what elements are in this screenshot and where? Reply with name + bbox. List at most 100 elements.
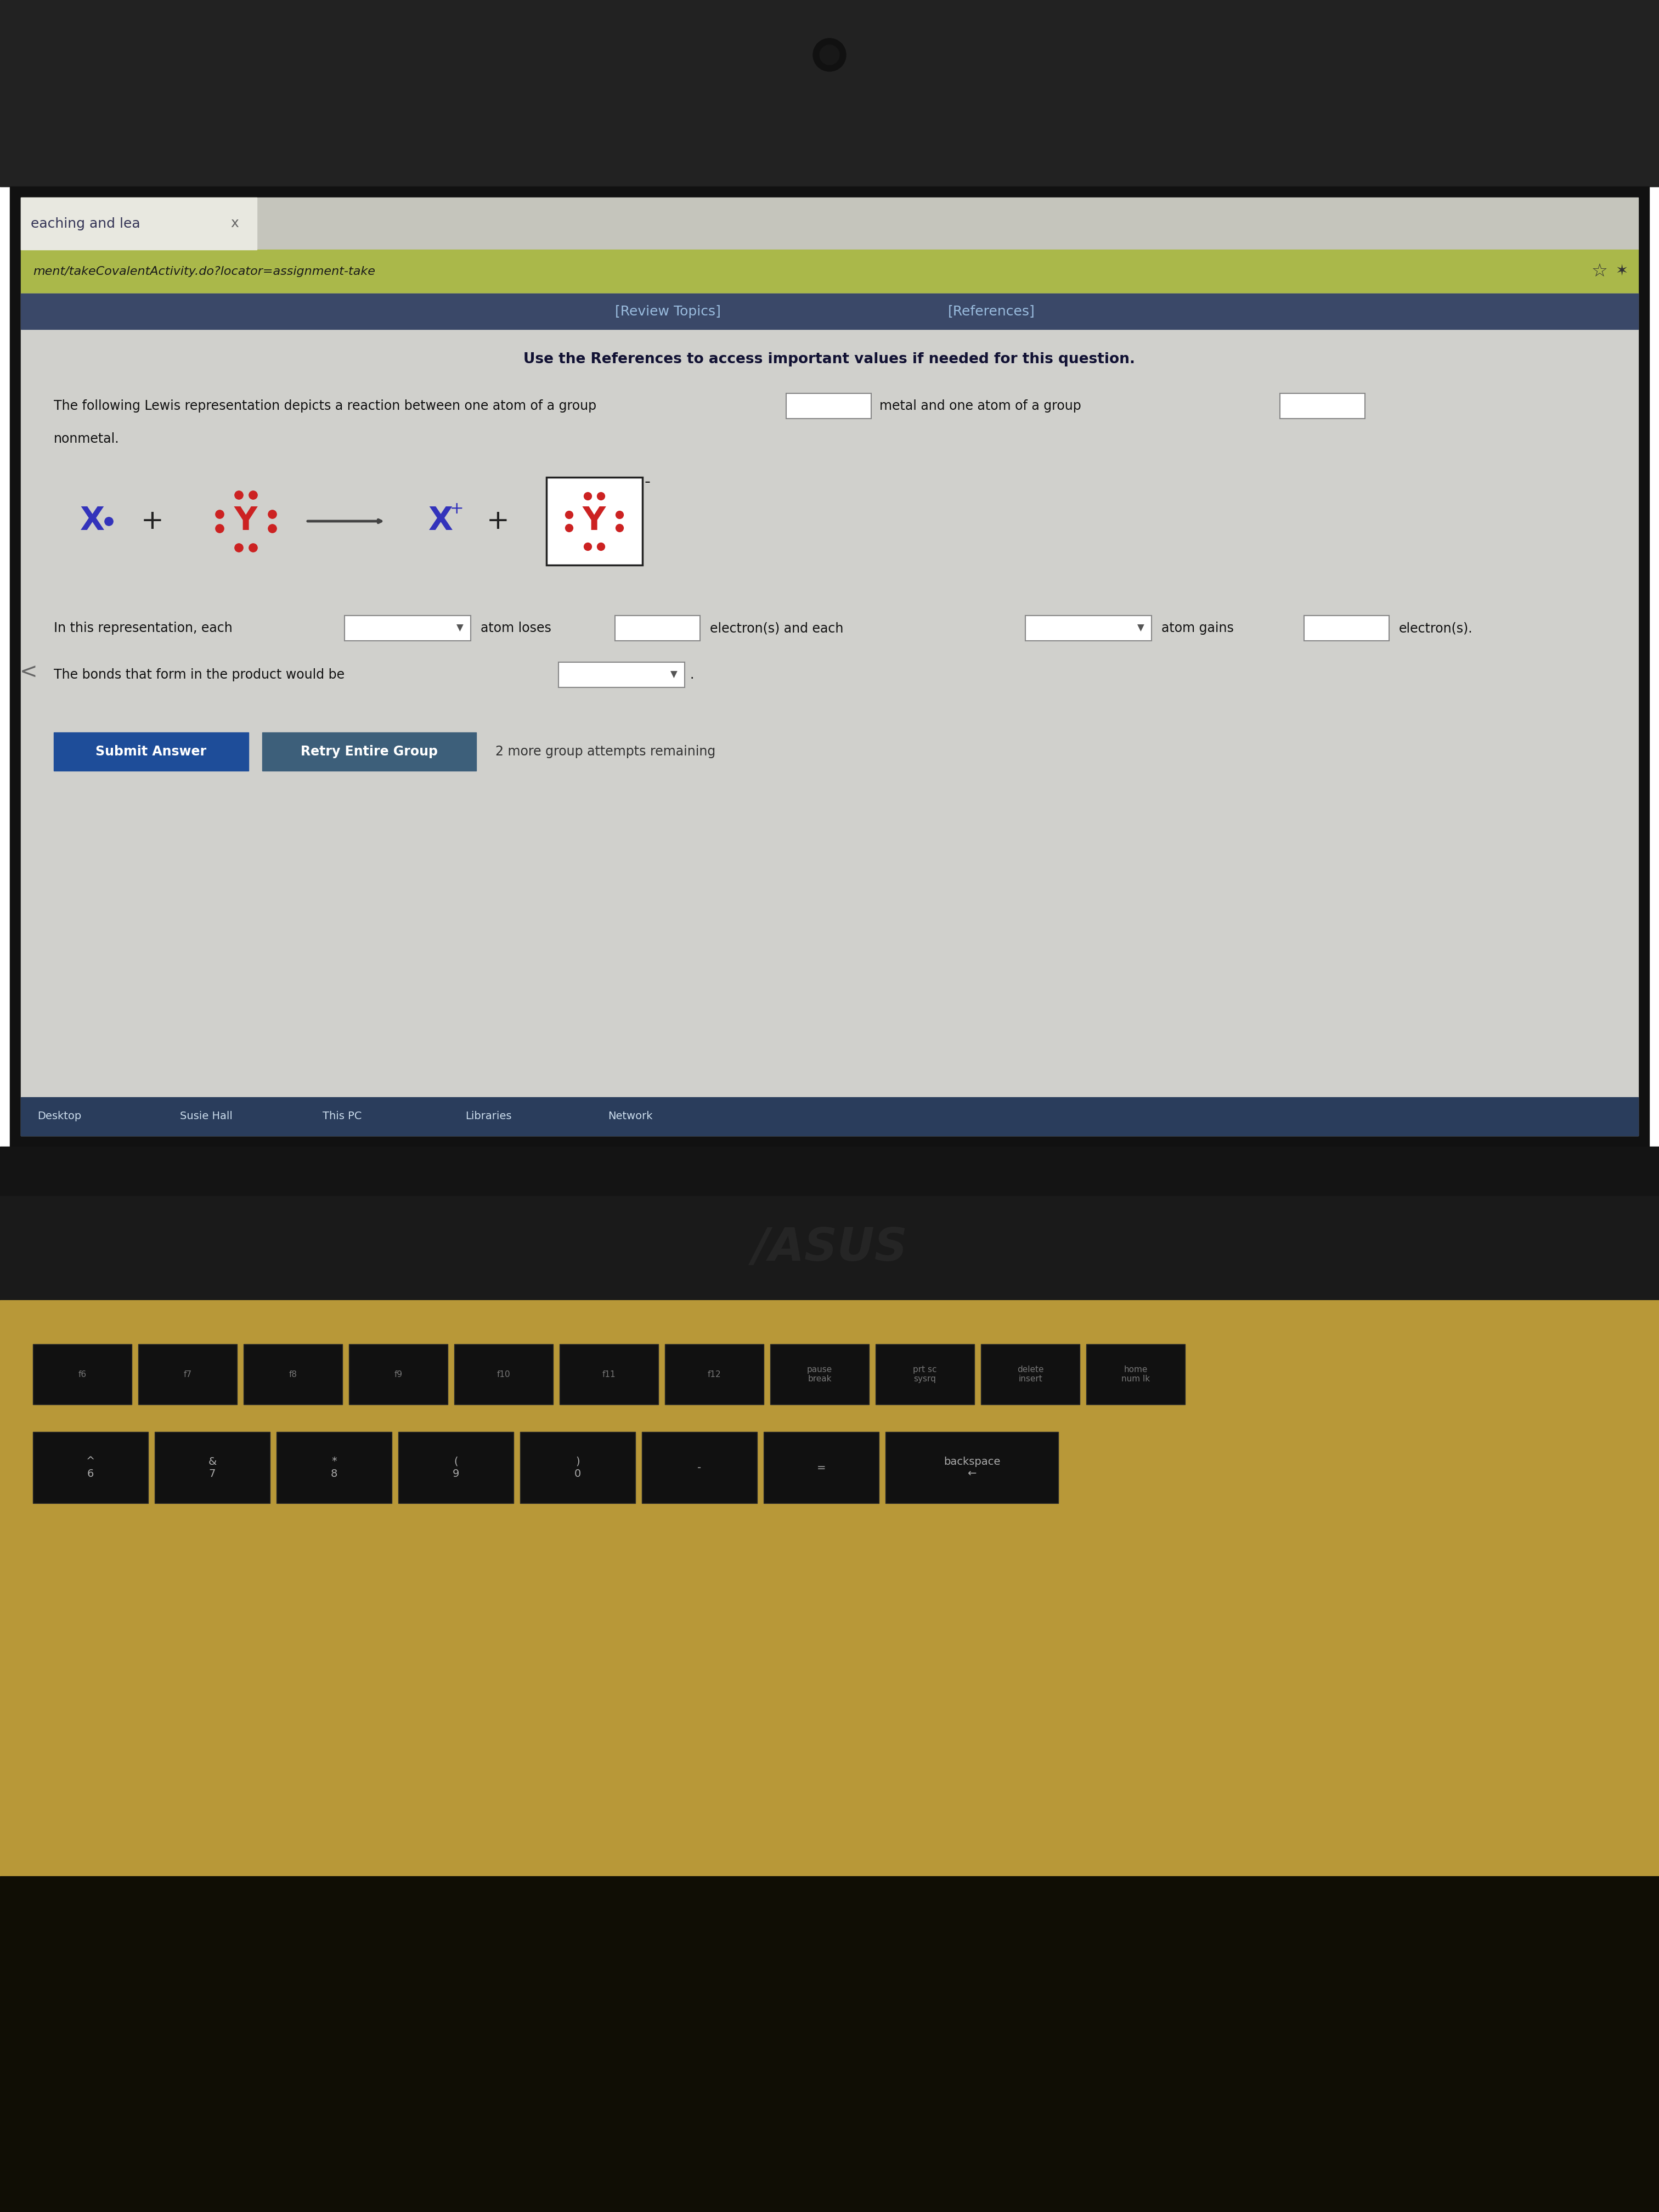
Bar xyxy=(348,1345,448,1405)
Bar xyxy=(277,1431,392,1504)
Text: .: . xyxy=(690,668,693,681)
Text: f11: f11 xyxy=(602,1369,615,1378)
Text: ✶: ✶ xyxy=(1616,263,1627,279)
Bar xyxy=(33,1345,131,1405)
Bar xyxy=(0,1197,1659,1301)
Text: Desktop: Desktop xyxy=(36,1110,81,1121)
Text: x: x xyxy=(231,217,239,230)
Bar xyxy=(22,294,1637,1135)
Bar xyxy=(0,1146,1659,1197)
Text: =: = xyxy=(816,1462,826,1473)
Text: metal and one atom of a group: metal and one atom of a group xyxy=(879,400,1082,414)
Text: f9: f9 xyxy=(395,1369,403,1378)
Text: Y: Y xyxy=(582,507,606,538)
Bar xyxy=(33,1431,148,1504)
Bar xyxy=(22,197,1637,250)
Bar xyxy=(980,1345,1080,1405)
Bar xyxy=(138,1345,237,1405)
Text: ☆: ☆ xyxy=(1591,263,1608,281)
Text: X: X xyxy=(428,507,453,538)
Text: [Review Topics]: [Review Topics] xyxy=(615,305,720,319)
Bar xyxy=(0,0,1659,186)
Text: f7: f7 xyxy=(184,1369,192,1378)
Text: ▼: ▼ xyxy=(456,624,463,633)
Text: +: + xyxy=(486,509,509,535)
Text: Submit Answer: Submit Answer xyxy=(96,745,207,759)
Text: ▼: ▼ xyxy=(670,670,677,679)
Text: Next ❯: Next ❯ xyxy=(1543,1099,1591,1113)
Text: prt sc
sysrq: prt sc sysrq xyxy=(912,1365,937,1383)
Bar xyxy=(786,394,871,418)
Text: Susie Hall: Susie Hall xyxy=(179,1110,232,1121)
Text: delete
insert: delete insert xyxy=(1017,1365,1044,1383)
Text: Y: Y xyxy=(234,507,257,538)
Text: -: - xyxy=(697,1462,702,1473)
Text: <: < xyxy=(20,661,38,684)
Bar xyxy=(665,1345,763,1405)
Bar xyxy=(244,1345,342,1405)
Bar xyxy=(1087,1345,1185,1405)
Bar xyxy=(455,1345,552,1405)
Bar xyxy=(10,186,1649,1146)
Text: atom loses: atom loses xyxy=(481,622,551,635)
Text: Use the References to access important values if needed for this question.: Use the References to access important v… xyxy=(524,352,1135,367)
Text: X: X xyxy=(80,507,105,538)
Text: nonmetal.: nonmetal. xyxy=(53,431,119,445)
Text: f6: f6 xyxy=(78,1369,86,1378)
Bar xyxy=(1025,615,1151,641)
Bar xyxy=(22,1097,1637,1135)
Text: ment/takeCovalentActivity.do?locator=assignment-take: ment/takeCovalentActivity.do?locator=ass… xyxy=(33,265,375,276)
Text: home
num lk: home num lk xyxy=(1121,1365,1150,1383)
Text: electron(s) and each: electron(s) and each xyxy=(710,622,843,635)
Bar xyxy=(154,1431,270,1504)
Text: +: + xyxy=(141,509,164,535)
Bar xyxy=(519,1431,635,1504)
Bar xyxy=(1279,394,1365,418)
Bar xyxy=(22,197,257,250)
Bar xyxy=(345,615,471,641)
Text: *
8: * 8 xyxy=(330,1455,337,1480)
Text: &
7: & 7 xyxy=(207,1455,216,1480)
Text: ^
6: ^ 6 xyxy=(86,1455,95,1480)
Text: (
9: ( 9 xyxy=(453,1455,460,1480)
Text: )
0: ) 0 xyxy=(574,1455,581,1480)
Bar xyxy=(763,1431,879,1504)
Text: Network: Network xyxy=(607,1110,652,1121)
Bar xyxy=(559,661,685,688)
Text: /ASUS: /ASUS xyxy=(752,1225,907,1270)
Text: This PC: This PC xyxy=(322,1110,362,1121)
Circle shape xyxy=(820,44,839,64)
Text: 2 more group attempts remaining: 2 more group attempts remaining xyxy=(496,745,715,759)
Text: ❮ Previous: ❮ Previous xyxy=(1415,1099,1488,1113)
Text: f10: f10 xyxy=(496,1369,511,1378)
Text: +: + xyxy=(450,502,465,518)
Bar xyxy=(22,250,1637,294)
Bar xyxy=(615,615,700,641)
Bar xyxy=(1304,615,1389,641)
Text: electron(s).: electron(s). xyxy=(1399,622,1473,635)
Text: backspace
←: backspace ← xyxy=(944,1455,1000,1480)
Text: f12: f12 xyxy=(707,1369,722,1378)
Bar xyxy=(0,1301,1659,1876)
Text: atom gains: atom gains xyxy=(1161,622,1234,635)
Text: In this representation, each: In this representation, each xyxy=(53,622,232,635)
Text: [References]: [References] xyxy=(947,305,1035,319)
Text: Libraries: Libraries xyxy=(465,1110,511,1121)
Bar xyxy=(642,1431,757,1504)
Text: Retry Entire Group: Retry Entire Group xyxy=(300,745,438,759)
Bar xyxy=(876,1345,974,1405)
Text: ▼: ▼ xyxy=(1136,624,1145,633)
Text: pause
break: pause break xyxy=(806,1365,833,1383)
Bar xyxy=(770,1345,869,1405)
Text: The bonds that form in the product would be: The bonds that form in the product would… xyxy=(53,668,345,681)
Bar xyxy=(53,732,249,770)
Text: eaching and lea: eaching and lea xyxy=(32,217,141,230)
Text: The following Lewis representation depicts a reaction between one atom of a grou: The following Lewis representation depic… xyxy=(53,400,596,414)
Bar xyxy=(22,294,1637,330)
Bar xyxy=(262,732,476,770)
Bar xyxy=(559,1345,659,1405)
Bar xyxy=(886,1431,1058,1504)
Text: -: - xyxy=(645,473,650,489)
Bar xyxy=(0,1876,1659,2212)
Bar xyxy=(546,478,642,564)
